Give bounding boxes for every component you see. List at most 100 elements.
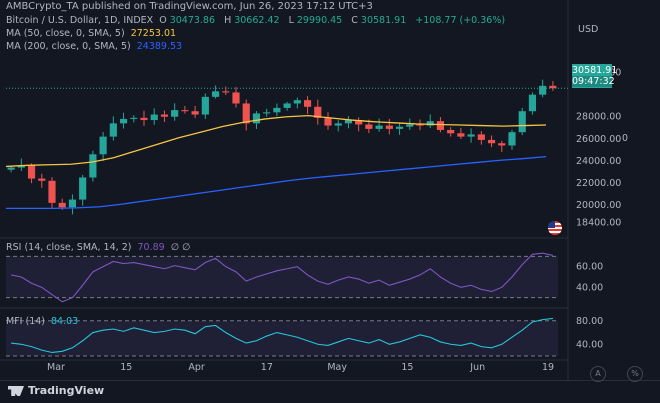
mfi-legend[interactable]: MFI (14) 84.03 [6, 316, 79, 327]
candle-body [38, 178, 46, 181]
candle [467, 128, 475, 143]
candle [181, 106, 189, 114]
published-header: AMBCrypto_TA published on TradingView.co… [6, 1, 373, 12]
candle [314, 99, 322, 125]
candle [293, 97, 301, 109]
candle-body [242, 103, 250, 124]
symbol-name: Bitcoin / U.S. Dollar, 1D, INDEX [6, 15, 154, 26]
candle-body [222, 91, 230, 93]
candle-body [99, 136, 107, 155]
ohlc-high: H 30662.42 [224, 15, 280, 26]
time-tick-label: 15 [120, 362, 132, 373]
candle [48, 177, 56, 210]
zero-label: 0 [622, 133, 628, 144]
candle [191, 106, 199, 119]
candle-body [48, 180, 56, 203]
candle-body [385, 125, 393, 129]
bar-countdown: 09:47:32 [572, 76, 615, 87]
candle-body [181, 110, 189, 112]
candle [334, 120, 342, 132]
tradingview-logo-icon [8, 386, 24, 396]
candle-body [109, 123, 117, 137]
candle [38, 173, 46, 188]
ohlc-close: C 30581.91 [351, 15, 407, 26]
candle-body [487, 139, 496, 144]
candle [426, 114, 434, 129]
candle-body [7, 167, 15, 170]
price-tick-label: 28000.00 [576, 112, 621, 123]
candle [119, 112, 128, 129]
candle [140, 110, 148, 126]
auto-scale-button[interactable]: A [590, 366, 606, 382]
candle [7, 165, 15, 173]
candle [395, 122, 404, 135]
last-price: 30581.91 [572, 65, 618, 76]
candle [211, 85, 220, 99]
log-scale-button[interactable]: % [627, 366, 643, 382]
candle-body [549, 85, 557, 89]
candle-body [150, 114, 158, 121]
candle-body [79, 177, 87, 200]
ma50-legend[interactable]: MA (50, close, 0, SMA, 5) 27253.01 [6, 28, 177, 39]
candle-body [436, 121, 445, 130]
price-axis: 18400.00 20000.00 22000.00 24000.00 26000.00… [576, 68, 621, 351]
osc-band [6, 320, 558, 356]
candle-body [334, 123, 342, 126]
time-tick-label: Jun [469, 362, 485, 373]
candle-body [457, 133, 465, 137]
mfi-tick-label: 40.00 [576, 339, 603, 350]
candle [498, 140, 506, 152]
symbol-legend[interactable]: Bitcoin / U.S. Dollar, 1D, INDEX O 30473.… [6, 15, 508, 26]
candle-body [252, 113, 261, 124]
candle [385, 118, 393, 135]
rsi-legend[interactable]: RSI (14, close, SMA, 14, 2) 70.89 ∅ ∅ [6, 242, 191, 253]
candle [324, 112, 332, 130]
candle-body [395, 126, 404, 129]
ma50-line [5, 114, 547, 168]
candle [232, 87, 240, 108]
candle-body [539, 85, 547, 95]
candle-body [344, 120, 353, 124]
candle [201, 93, 209, 119]
ma200-line [6, 155, 547, 210]
candle-body [303, 100, 312, 107]
ma200-legend[interactable]: MA (200, close, 0, SMA, 5) 24389.53 [6, 41, 183, 52]
candle-body [365, 124, 373, 129]
candle [89, 150, 97, 182]
candle-body [201, 96, 209, 115]
us-flag-icon [548, 221, 562, 235]
candle-body [406, 124, 414, 127]
price-pane [5, 79, 568, 215]
time-tick-label: May [327, 362, 347, 373]
candle [549, 81, 557, 91]
candle-body [467, 134, 475, 137]
candle-body [508, 132, 516, 146]
candle [457, 127, 465, 139]
price-tick-label: 22000.00 [576, 178, 621, 189]
candle [344, 116, 353, 129]
ma200-value: 24389.53 [136, 41, 183, 52]
candle [416, 119, 424, 131]
candle-body [518, 111, 526, 133]
rsi-line [11, 252, 554, 303]
ma50-value: 27253.01 [130, 28, 177, 39]
price-tick-label: 24000.00 [576, 156, 621, 167]
candle [68, 194, 77, 215]
candle [539, 79, 547, 98]
candle-body [528, 94, 537, 112]
candle-body [17, 165, 25, 168]
candle [518, 107, 526, 136]
candle-body [283, 103, 291, 108]
candle-body [375, 125, 383, 129]
candle [487, 135, 496, 148]
mfi-value: 84.03 [51, 316, 79, 327]
candle-body [191, 111, 199, 115]
rsi-value: 70.89 [137, 242, 165, 253]
last-price-tag: 30581.91 09:47:32 [572, 64, 618, 88]
candle-body [314, 106, 322, 118]
ohlc-open: O 30473.86 [159, 15, 216, 26]
tradingview-logo[interactable]: TradingView [8, 384, 104, 397]
currency-label: USD [578, 24, 598, 35]
candle [477, 131, 485, 145]
